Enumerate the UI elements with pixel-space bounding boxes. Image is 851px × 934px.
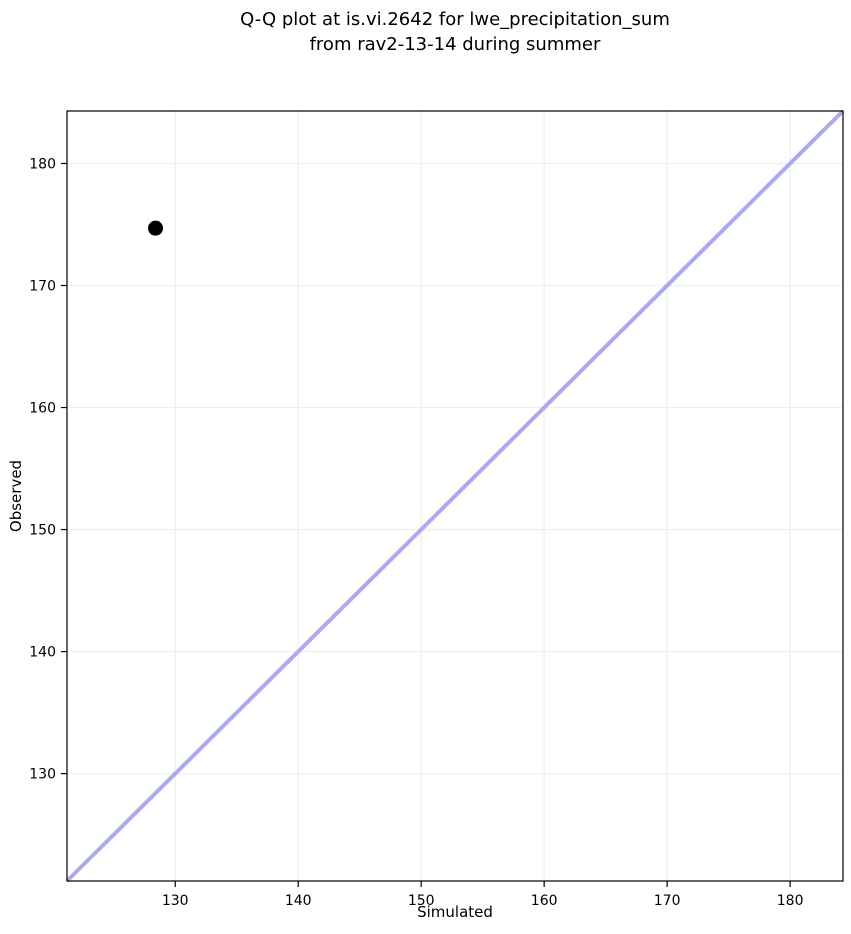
y-tick-label: 170 [29,279,56,295]
x-axis-label: Simulated [417,903,493,921]
y-axis-label: Observed [7,459,25,533]
x-tick-label: 150 [408,893,435,909]
x-tick-label: 130 [162,893,189,909]
y-tick-label: 150 [29,523,56,539]
x-tick-label: 140 [285,893,312,909]
chart-title-line-1: Q-Q plot at is.vi.2642 for lwe_precipita… [240,9,670,30]
chart-title-line-2: from rav2-13-14 during summer [309,34,601,55]
x-tick-label: 170 [654,893,681,909]
y-tick-label: 130 [29,767,56,783]
chart-title: Q-Q plot at is.vi.2642 for lwe_precipita… [67,7,843,57]
y-tick-label: 180 [29,156,56,172]
plot-border [66,110,844,882]
y-tick-label: 140 [29,645,56,661]
identity-line [65,109,845,883]
y-tick-label: 160 [29,401,56,417]
x-tick-label: 180 [777,893,804,909]
data-point [148,220,164,236]
x-tick-label: 160 [531,893,558,909]
